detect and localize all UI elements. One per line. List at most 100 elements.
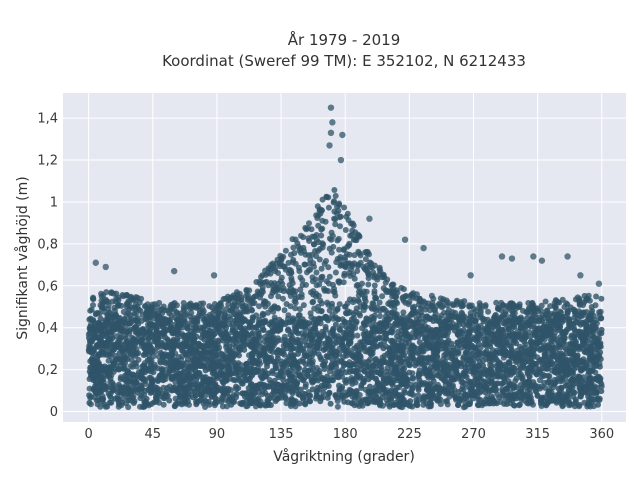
data-point xyxy=(280,295,286,302)
data-point xyxy=(364,250,371,257)
data-point xyxy=(356,310,363,317)
data-point xyxy=(520,319,527,326)
data-point xyxy=(288,251,294,258)
data-point xyxy=(476,304,483,311)
data-point xyxy=(442,331,448,338)
data-point xyxy=(474,374,481,381)
data-point xyxy=(352,393,359,400)
data-point xyxy=(376,313,383,320)
data-point xyxy=(119,399,126,406)
data-point xyxy=(593,346,599,353)
data-point xyxy=(144,343,151,350)
data-point xyxy=(419,312,426,319)
data-point xyxy=(413,396,420,403)
data-point xyxy=(369,305,375,312)
data-point xyxy=(148,376,155,383)
data-point xyxy=(201,329,208,336)
data-point xyxy=(332,321,339,328)
data-point xyxy=(383,389,390,396)
data-point xyxy=(342,227,349,233)
data-point xyxy=(341,398,348,405)
data-point xyxy=(402,389,409,396)
data-point xyxy=(278,385,285,392)
data-point xyxy=(186,382,192,389)
data-point xyxy=(157,349,164,356)
data-point xyxy=(425,374,432,381)
data-point xyxy=(175,364,182,371)
data-point xyxy=(554,337,560,344)
data-point xyxy=(532,382,539,389)
data-point xyxy=(379,354,386,361)
data-point xyxy=(283,342,289,349)
data-point xyxy=(302,383,309,390)
data-point xyxy=(87,307,94,314)
data-point xyxy=(443,398,450,405)
data-point xyxy=(354,332,361,339)
data-point xyxy=(315,239,322,246)
data-point xyxy=(483,371,490,378)
data-point xyxy=(559,296,566,303)
data-point xyxy=(317,354,324,361)
data-point xyxy=(388,387,395,394)
data-point xyxy=(516,402,523,409)
data-point xyxy=(185,393,192,400)
data-point xyxy=(265,309,271,316)
data-point xyxy=(237,366,244,373)
data-point xyxy=(226,346,233,353)
data-point xyxy=(124,368,131,375)
data-point xyxy=(576,402,583,408)
data-point xyxy=(316,281,323,288)
data-point xyxy=(274,355,281,362)
data-point xyxy=(172,395,179,402)
data-point xyxy=(282,266,289,273)
data-point xyxy=(324,299,331,306)
data-point xyxy=(416,367,423,374)
data-point xyxy=(513,340,520,347)
data-point xyxy=(546,373,553,380)
data-point xyxy=(415,386,422,393)
data-point xyxy=(482,396,489,403)
data-point xyxy=(101,401,108,408)
data-point xyxy=(501,375,508,382)
data-point xyxy=(352,236,359,243)
data-point xyxy=(292,288,299,295)
data-point xyxy=(142,380,149,387)
data-point xyxy=(288,285,294,292)
data-point xyxy=(428,400,435,407)
data-point xyxy=(211,400,218,407)
data-point xyxy=(308,226,315,233)
data-point xyxy=(336,279,343,286)
data-point xyxy=(565,364,572,371)
data-point xyxy=(311,377,317,384)
data-point xyxy=(375,381,382,388)
data-point xyxy=(473,337,480,344)
data-point xyxy=(240,303,247,310)
data-point xyxy=(118,326,125,333)
data-point xyxy=(307,310,314,317)
data-point xyxy=(135,350,142,357)
data-point xyxy=(236,377,243,384)
data-point xyxy=(430,295,437,302)
data-point xyxy=(337,223,343,230)
data-point xyxy=(436,390,443,397)
data-point xyxy=(223,306,230,312)
data-point xyxy=(126,306,132,313)
data-point xyxy=(100,292,107,299)
data-point xyxy=(156,386,163,393)
data-point xyxy=(280,376,287,383)
data-point xyxy=(335,336,342,343)
data-point xyxy=(510,355,517,362)
data-point xyxy=(247,357,254,364)
data-point xyxy=(349,261,356,268)
data-point xyxy=(321,285,327,292)
data-point xyxy=(402,293,409,299)
data-point xyxy=(132,360,139,366)
data-point xyxy=(241,390,248,397)
data-point xyxy=(371,312,378,319)
data-point xyxy=(175,326,182,333)
data-point xyxy=(236,372,243,379)
data-point xyxy=(184,325,191,331)
data-point xyxy=(434,371,441,378)
data-point xyxy=(460,321,467,328)
data-point xyxy=(331,215,338,222)
